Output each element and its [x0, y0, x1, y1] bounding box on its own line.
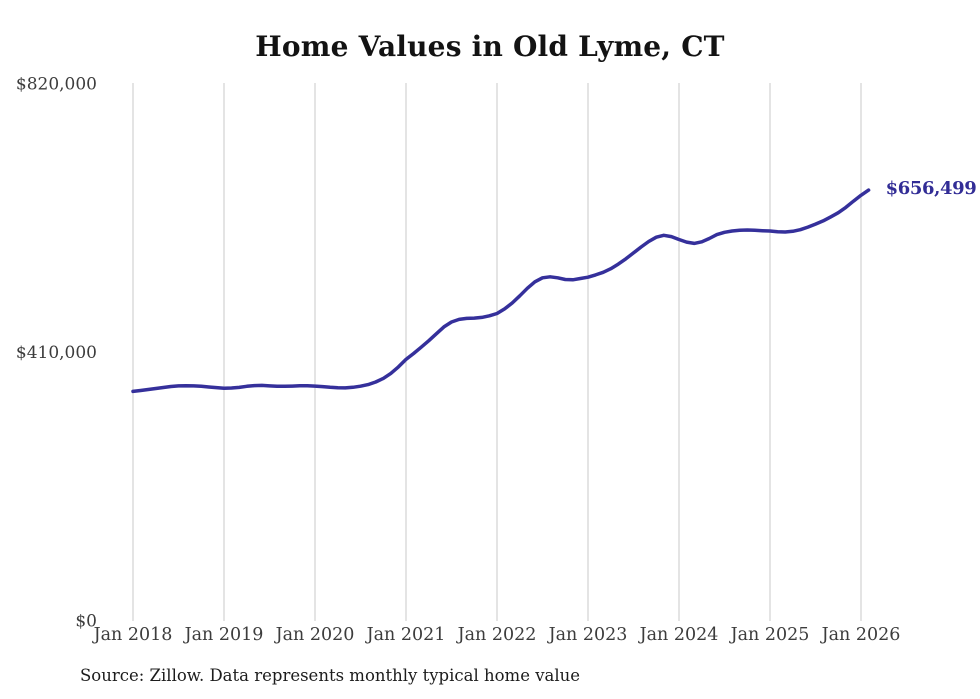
x-tick-label: Jan 2019 — [183, 625, 264, 645]
source-note: Source: Zillow. Data represents monthly … — [80, 666, 581, 685]
latest-value-label: $656,499 — [885, 178, 977, 200]
y-tick-label: $410,000 — [16, 343, 97, 363]
x-tick-label: Jan 2024 — [638, 625, 719, 645]
y-tick-label: $0 — [75, 612, 97, 632]
x-tick-label: Jan 2023 — [547, 625, 628, 645]
x-tick-label: Jan 2018 — [92, 625, 173, 645]
x-tick-label: Jan 2021 — [365, 625, 446, 645]
x-tick-label: Jan 2025 — [729, 625, 810, 645]
chart-title: Home Values in Old Lyme, CT — [255, 30, 725, 63]
home-value-line — [131, 188, 871, 394]
x-tick-label: Jan 2020 — [274, 625, 355, 645]
x-tick-label: Jan 2026 — [820, 625, 901, 645]
y-tick-label: $820,000 — [16, 75, 97, 95]
x-tick-label: Jan 2022 — [456, 625, 537, 645]
